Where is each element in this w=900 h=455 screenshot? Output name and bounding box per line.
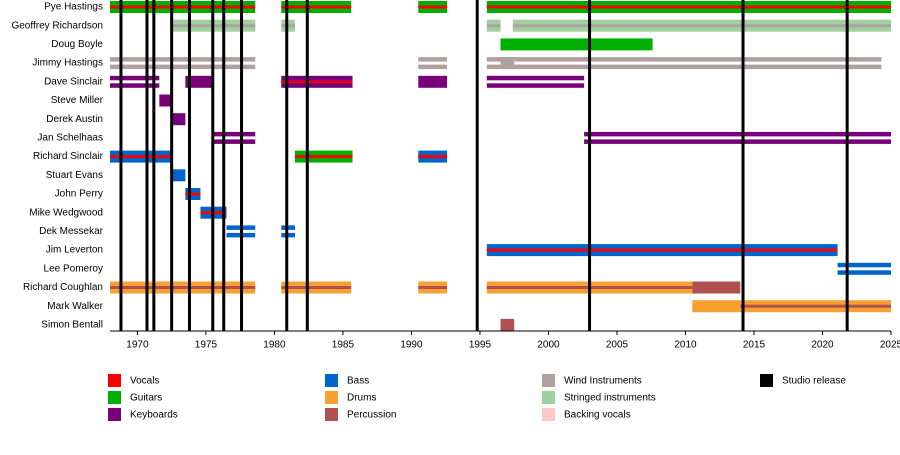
legend-label: Vocals [130, 376, 159, 387]
role-stripe [740, 304, 891, 308]
membership-bar [418, 75, 448, 88]
role-stripe [281, 80, 353, 84]
x-tick-label: 1970 [126, 340, 149, 351]
member-label: Stuart Evans [46, 170, 103, 181]
legend-swatch [542, 408, 555, 421]
membership-bar [171, 169, 186, 182]
member-label: Richard Sinclair [33, 151, 104, 162]
legend-label: Guitars [130, 393, 162, 404]
role-stripe [486, 248, 838, 252]
member-label: Doug Boyle [51, 39, 103, 50]
membership-bar [159, 94, 172, 107]
legend-swatch [542, 391, 555, 404]
membership-bar [500, 38, 653, 51]
legend-swatch [760, 374, 773, 387]
role-stripe [281, 286, 352, 289]
legend-label: Backing vocals [564, 410, 631, 421]
role-stripe [110, 5, 256, 9]
role-stripe [110, 155, 172, 159]
role-stripe [110, 61, 256, 65]
role-stripe [110, 80, 160, 84]
role-stripe [110, 286, 256, 289]
member-label: Pye Hastings [44, 2, 103, 13]
membership-bar [185, 75, 213, 88]
role-stripe [294, 155, 353, 159]
member-label: Simon Bentall [41, 320, 103, 331]
role-stripe [837, 267, 891, 271]
x-tick-label: 1985 [332, 340, 355, 351]
role-stripe [486, 5, 891, 9]
member-label: Mike Wedgwood [29, 207, 103, 218]
legend-label: Wind Instruments [564, 376, 642, 387]
legend-label: Stringed instruments [564, 393, 656, 404]
member-label: Dek Messekar [39, 226, 104, 237]
membership-bar [500, 57, 515, 70]
legend-swatch [108, 374, 121, 387]
role-stripe [281, 5, 352, 9]
x-tick-label: 2010 [674, 340, 697, 351]
role-stripe [418, 5, 448, 9]
member-label: Jimmy Hastings [32, 58, 103, 69]
x-tick-label: 2000 [537, 340, 560, 351]
role-stripe [486, 61, 882, 65]
legend-swatch [108, 391, 121, 404]
role-stripe [185, 192, 201, 196]
x-tick-label: 1980 [263, 340, 286, 351]
legend-label: Bass [347, 376, 369, 387]
legend-swatch [325, 374, 338, 387]
legend-label: Studio release [782, 376, 846, 387]
legend-swatch [542, 374, 555, 387]
legend-swatch [325, 391, 338, 404]
legend-label: Percussion [347, 410, 396, 421]
member-label: Mark Walker [47, 301, 103, 312]
x-tick-label: 1995 [469, 340, 492, 351]
member-label: John Perry [55, 189, 103, 200]
role-stripe [418, 155, 448, 159]
membership-bar [692, 281, 741, 294]
legend-swatch [108, 408, 121, 421]
x-tick-label: 1975 [195, 340, 218, 351]
member-label: Lee Pomeroy [44, 263, 103, 274]
legend-swatch [325, 408, 338, 421]
legend-label: Keyboards [130, 410, 178, 421]
membership-bar [500, 318, 515, 331]
x-tick-label: 1990 [400, 340, 423, 351]
x-tick-label: 2025 [880, 340, 900, 351]
x-tick-label: 2015 [743, 340, 766, 351]
role-stripe [418, 286, 448, 289]
role-stripe [486, 80, 585, 84]
member-label: Jim Leverton [46, 245, 103, 256]
membership-bar [171, 113, 186, 126]
member-label: Jan Schelhaas [37, 133, 103, 144]
membership-bar [692, 300, 741, 313]
role-stripe [486, 24, 501, 28]
member-label: Richard Coughlan [23, 282, 103, 293]
member-label: Dave Sinclair [44, 76, 104, 87]
x-tick-label: 2005 [606, 340, 629, 351]
legend-label: Drums [347, 393, 376, 404]
role-stripe [584, 136, 891, 140]
role-stripe [512, 24, 891, 28]
role-stripe [212, 136, 256, 140]
member-label: Steve Miller [51, 95, 104, 106]
role-stripe [418, 61, 448, 65]
member-label: Geoffrey Richardson [11, 20, 103, 31]
member-label: Derek Austin [46, 114, 103, 125]
x-tick-label: 2020 [811, 340, 834, 351]
